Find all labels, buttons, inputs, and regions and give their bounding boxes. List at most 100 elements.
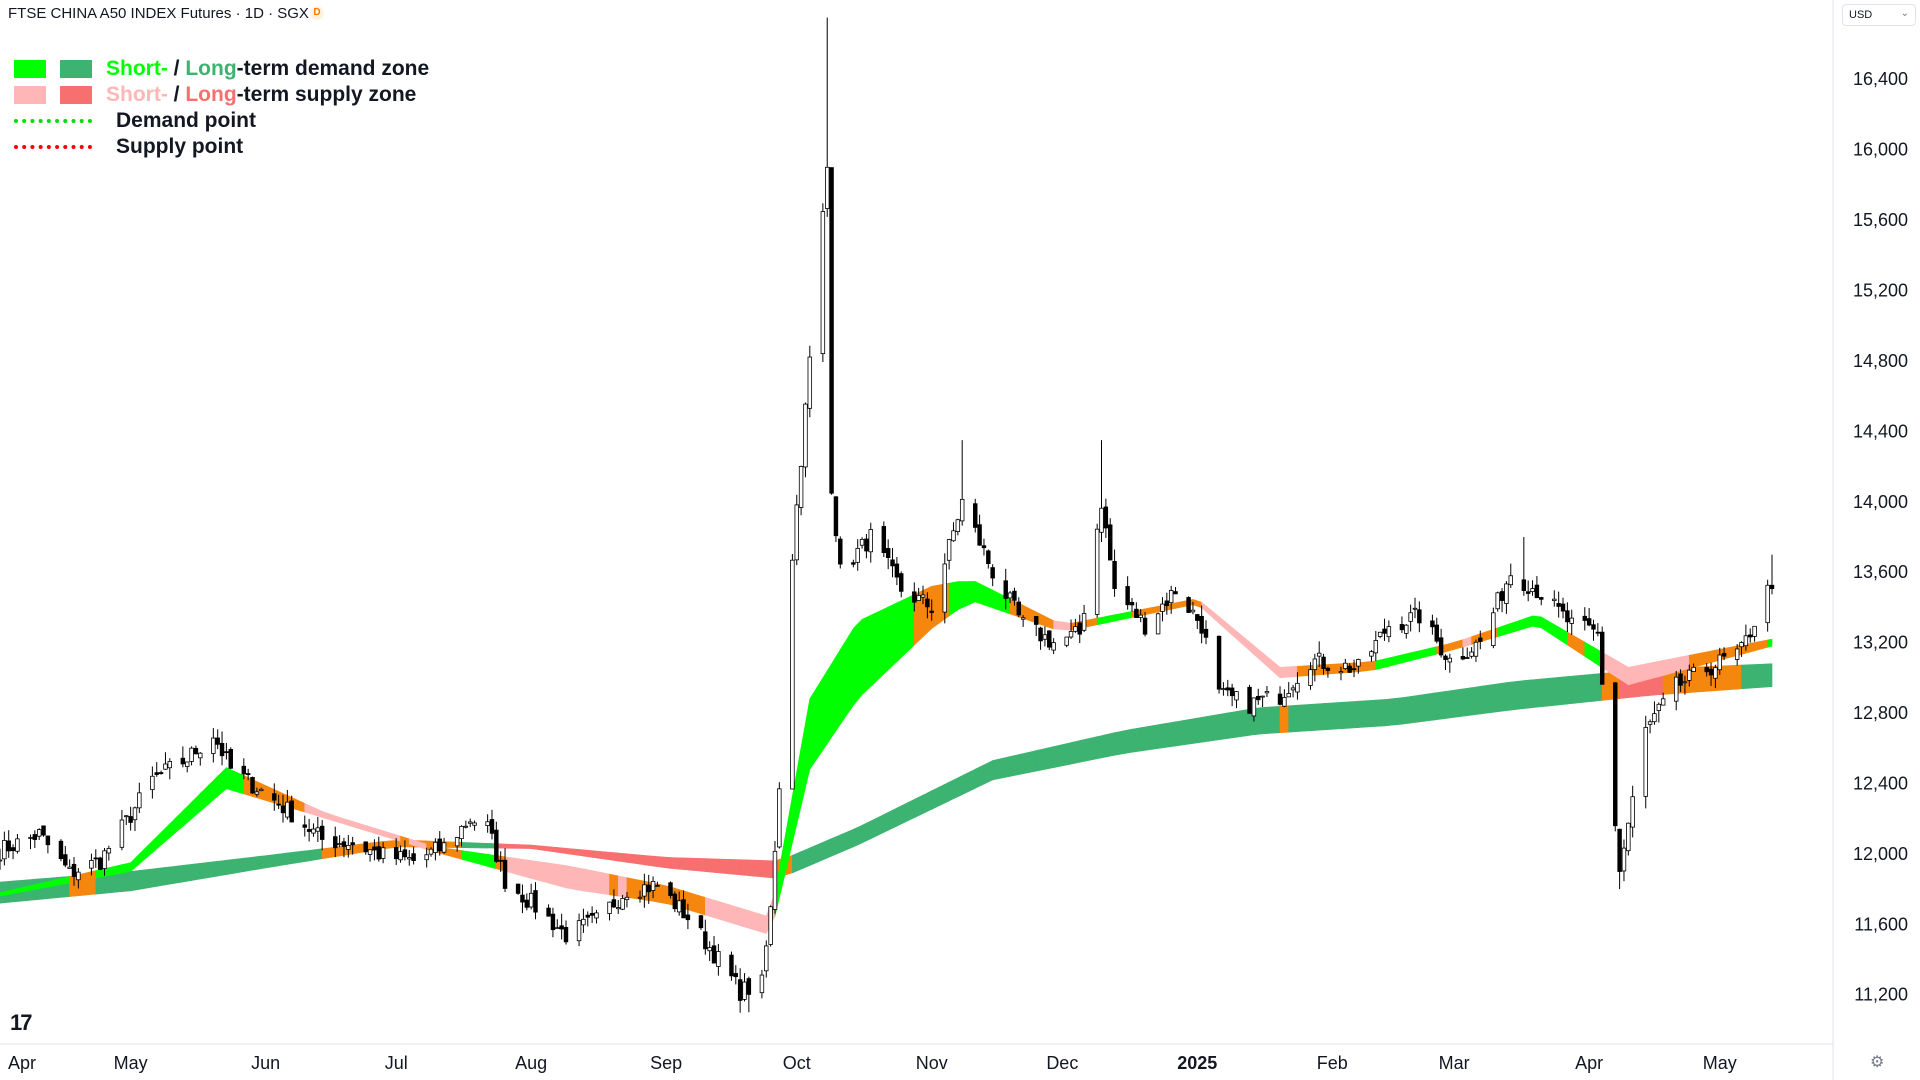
short-term-zone-segment [1236, 630, 1255, 656]
long-term-zone-segment [1079, 736, 1098, 763]
currency-selector[interactable]: USD ⌄ [1842, 4, 1916, 26]
candle-body [576, 920, 582, 942]
legend-demand-zone-label: -term demand zone [236, 57, 430, 80]
long-term-zone-segment [469, 842, 488, 849]
candle-body [1229, 687, 1235, 697]
candle-body [959, 499, 965, 522]
short-term-zone-segment [1654, 660, 1664, 679]
short-term-zone-segment [713, 899, 732, 924]
long-term-zone-segment [556, 847, 567, 854]
long-term-zone-segment [156, 867, 166, 887]
candle-body [929, 610, 934, 613]
legend-supply-point-label: Supply point [116, 135, 244, 158]
short-term-zone-segment [1105, 614, 1115, 624]
candle-body [1094, 528, 1100, 615]
candle-body [1721, 653, 1727, 657]
short-term-zone-segment [1218, 616, 1229, 632]
long-term-zone-segment [1410, 694, 1420, 724]
legend: Short- / Long -term demand zone Short- /… [14, 56, 429, 160]
candle-body [250, 777, 255, 794]
chart-title: FTSE CHINA A50 INDEX Futures · 1D · SGX [8, 5, 309, 22]
candle-body [0, 859, 3, 862]
long-term-zone-segment [1009, 754, 1020, 777]
candle-body [319, 825, 325, 840]
candle-body [794, 504, 799, 561]
candle-body [1064, 636, 1069, 646]
price-tick-label: 11,600 [1854, 914, 1908, 934]
candle-body [1343, 662, 1348, 669]
candle-body [1491, 612, 1496, 647]
long-term-zone-segment [226, 857, 245, 875]
candle-body [128, 816, 133, 823]
short-term-zone-segment [1497, 624, 1507, 638]
long-term-zone-segment [678, 857, 689, 871]
long-term-zone-segment [1471, 686, 1481, 716]
long-term-zone-segment [713, 858, 732, 875]
long-term-zone-segment [617, 852, 628, 863]
short-term-zone-segment [365, 825, 375, 834]
candle-body [467, 821, 473, 824]
demand-point-swatch [14, 119, 92, 123]
candle-body [89, 859, 94, 869]
short-term-zone-segment [1584, 641, 1594, 663]
short-term-zone-segment [548, 862, 558, 886]
candle-body [245, 773, 251, 775]
candle-body [711, 945, 717, 964]
legend-short-label: Short- [106, 57, 168, 80]
short-term-zone-segment [469, 851, 488, 867]
candle-body [1068, 631, 1074, 638]
candle-body [1142, 617, 1148, 635]
price-tick-label: 12,000 [1853, 844, 1908, 864]
candle-body [472, 822, 477, 826]
short-term-zone-segment [226, 767, 245, 795]
short-term-zone-segment [530, 860, 549, 884]
candle-body [1356, 659, 1361, 667]
tradingview-logo[interactable]: 17 [10, 1010, 33, 1035]
candle-body [637, 896, 643, 899]
candle-body [977, 524, 982, 546]
candle-body [1312, 658, 1318, 670]
candle-body [1108, 524, 1113, 561]
short-term-zone-segment [461, 850, 471, 863]
short-term-zone-segment [1384, 654, 1403, 668]
candle-body [1621, 847, 1627, 872]
price-tick-label: 14,400 [1853, 421, 1908, 441]
long-term-zone-segment [1070, 740, 1081, 765]
long-term-zone-segment [1262, 705, 1281, 735]
candle-body [102, 850, 107, 869]
time-tick-label: Jun [251, 1053, 280, 1073]
long-term-zone-segment [1358, 699, 1377, 728]
price-tick-label: 12,400 [1853, 773, 1908, 793]
long-term-zone-segment [1567, 674, 1586, 705]
candle-body [15, 838, 20, 852]
price-tick-label: 11,200 [1854, 985, 1908, 1005]
candle-body [1016, 601, 1022, 616]
candle-body [1073, 626, 1078, 632]
candle-body [219, 742, 225, 757]
candle-body [224, 751, 229, 754]
candle-body [546, 907, 551, 917]
long-term-zone-segment [1218, 712, 1229, 741]
data-delay-badge[interactable]: D [310, 6, 324, 20]
candle-body [1386, 626, 1392, 638]
long-term-zone-segment [304, 849, 314, 862]
long-term-zone-segment [1349, 700, 1359, 729]
short-term-zone-segment [1706, 649, 1716, 665]
candle-body [1565, 610, 1570, 623]
short-term-zone-segment [339, 816, 349, 826]
candle-body [41, 825, 46, 836]
time-axis[interactable]: Apr May Jun Jul Aug Sep Oct Nov Dec 2025 Feb Mar Apr… [8, 1053, 1737, 1073]
candle-body [106, 848, 112, 854]
short-term-zone-segment [139, 836, 158, 865]
candle-body [881, 526, 887, 554]
candle-body [124, 815, 129, 818]
gear-icon[interactable]: ⚙ [1870, 1054, 1885, 1071]
candle-body [1295, 682, 1300, 693]
price-axis[interactable]: 11,200 11,600 12,000 12,400 12,800 13,200 13,6… [1853, 69, 1908, 1004]
long-term-zone-segment [1114, 728, 1133, 756]
candle-body [1134, 608, 1139, 618]
candle-body [986, 550, 991, 565]
time-tick-label: Nov [916, 1053, 948, 1073]
long-term-zone-segment [165, 864, 184, 886]
